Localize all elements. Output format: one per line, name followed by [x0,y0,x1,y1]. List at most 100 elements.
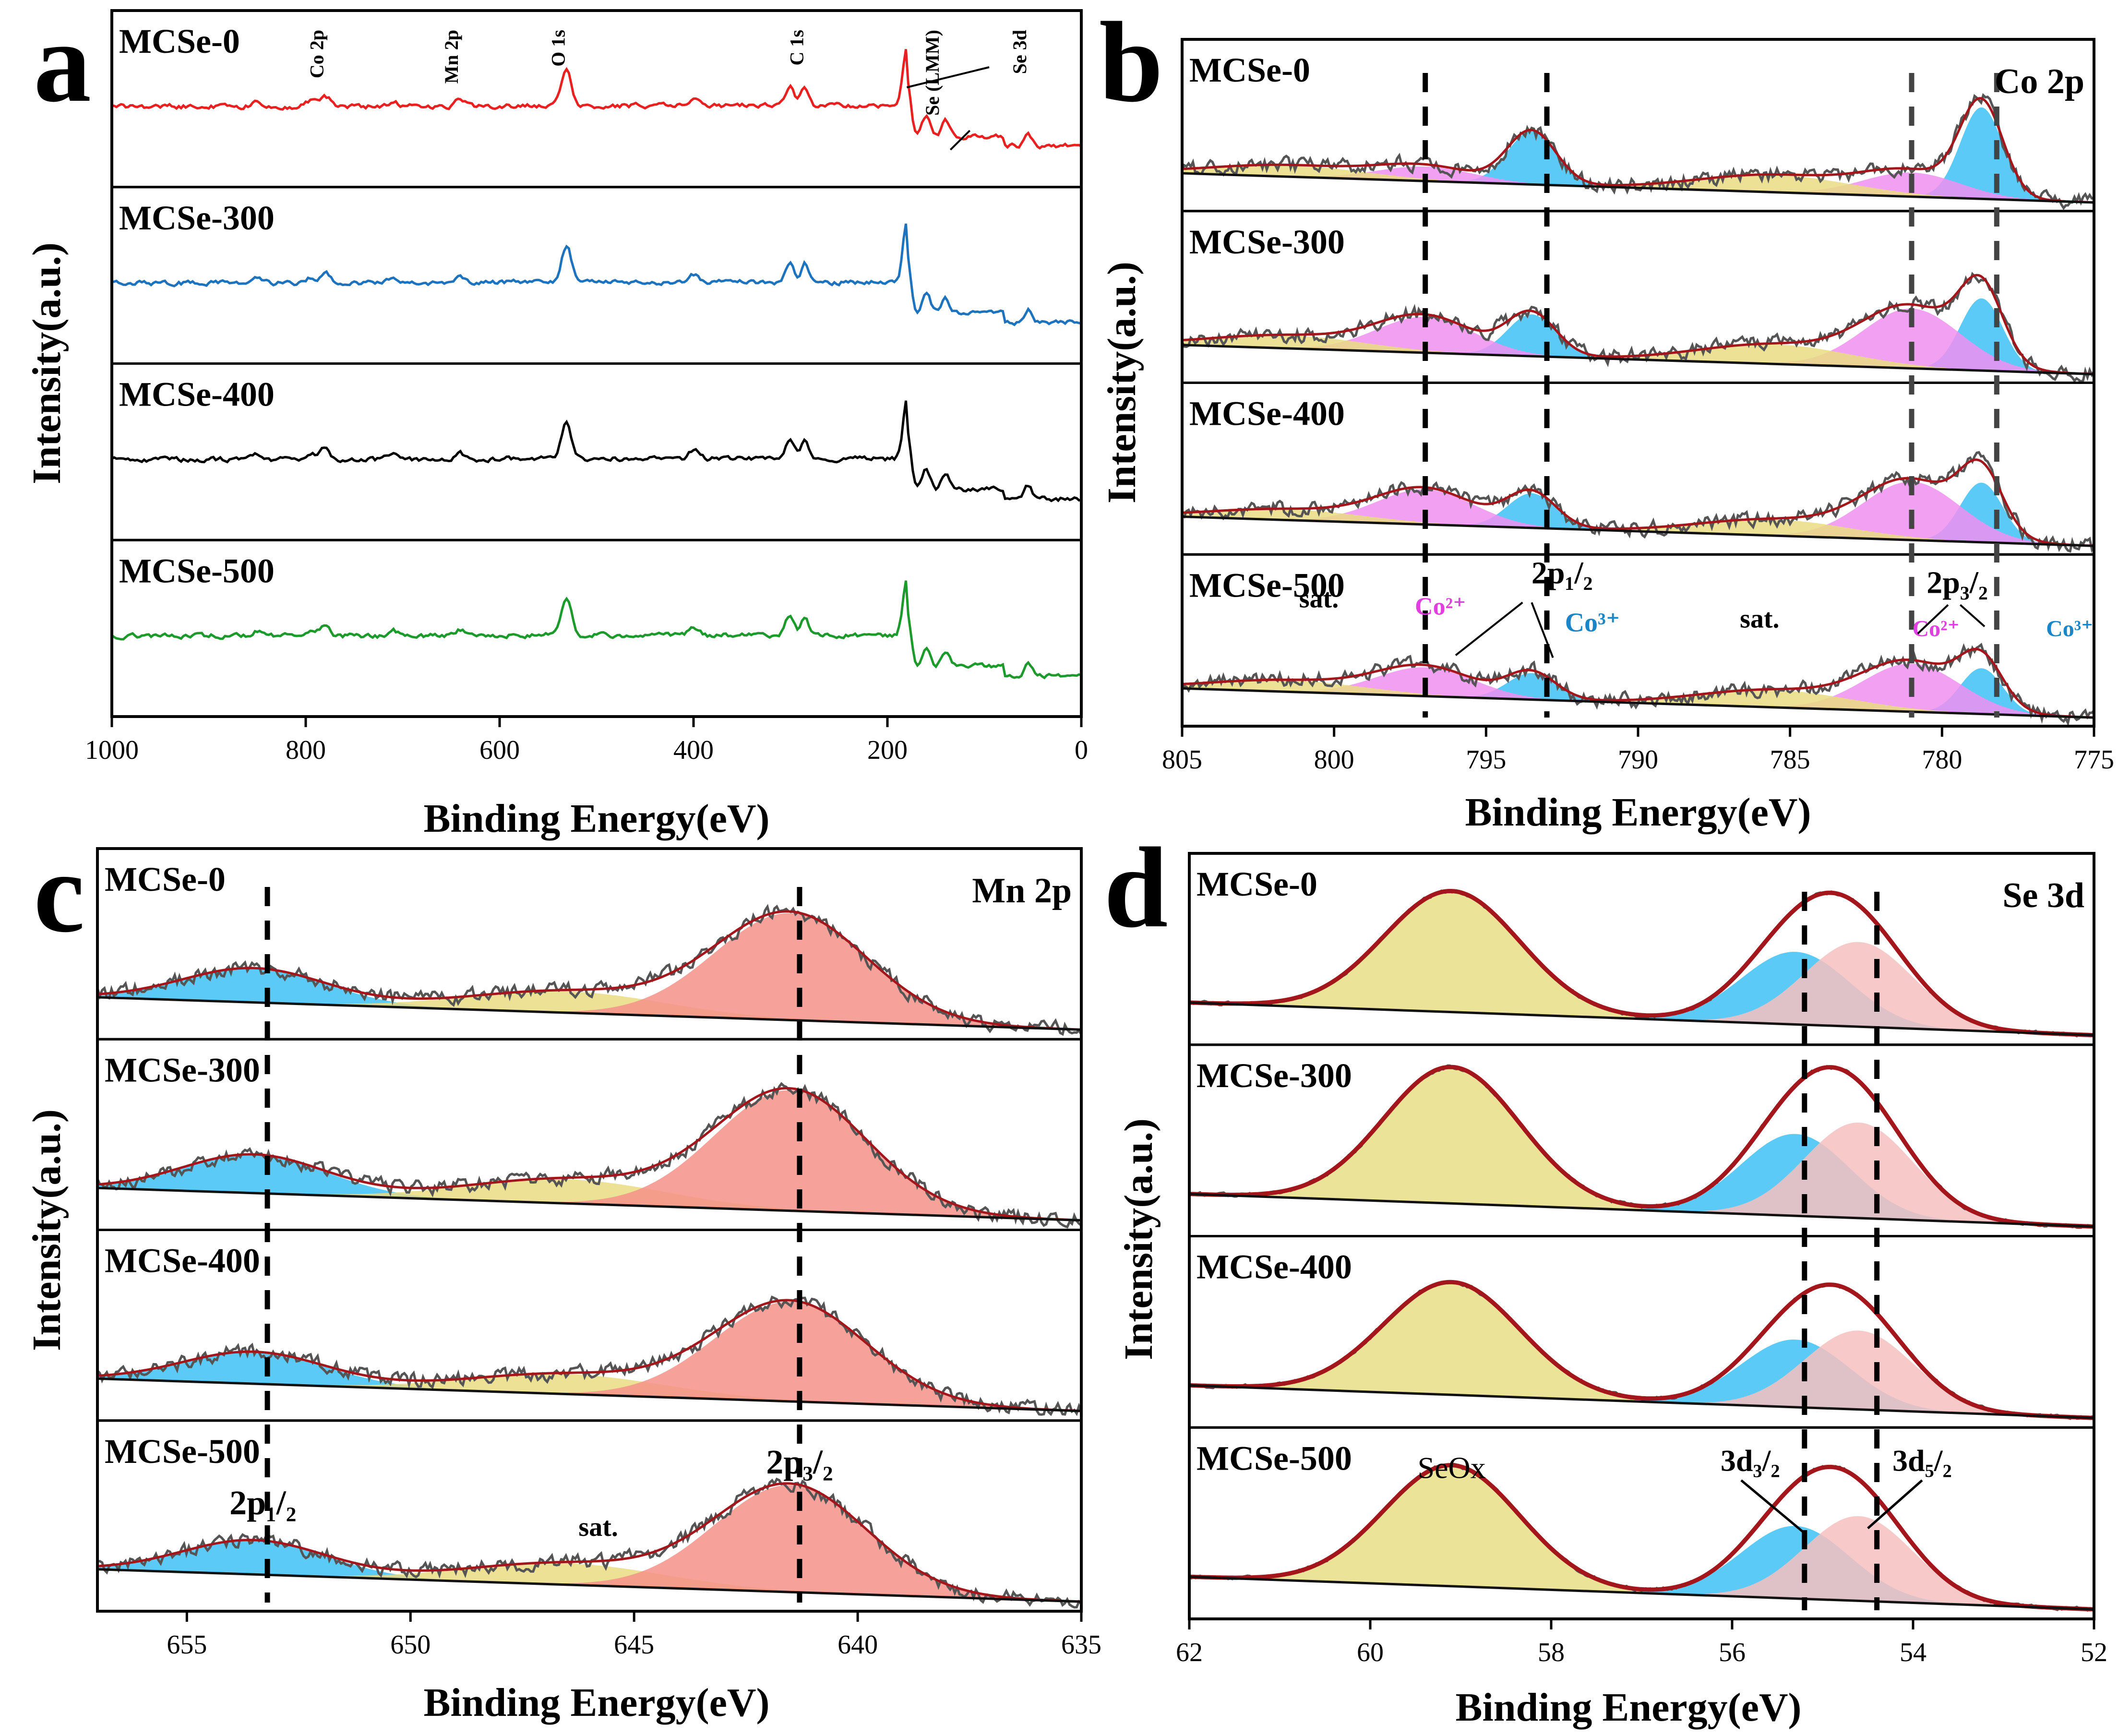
fit-component-Co2 [1182,317,2094,374]
annotation-label: SeOx [1418,1450,1486,1485]
sample-label: MCSe-300 [105,1051,260,1089]
subplot-a-3: MCSe-500 [110,539,1083,718]
sample-label: MCSe-300 [119,199,275,237]
fit-component-3d52 [1189,1122,2094,1227]
annotation-label: 3d₃/₂ [1721,1443,1780,1477]
fit-component-sat [97,1179,1081,1221]
fit-component-SeOx [1189,891,2094,1035]
x-tick-label: 1000 [85,735,139,765]
fit-component-2p32 [97,1485,1081,1602]
subplot-c-2: MCSe-400 [96,1229,1083,1422]
background-line [1182,515,2094,547]
fit-component-2p32 [97,913,1081,1030]
annotation-label: Co²⁺ [1912,616,1959,641]
fit-envelope [97,1087,1082,1221]
panel-frame [1181,38,2095,728]
subplot-a-0: Co 2p Mn 2p O 1s C 1s Se (LMM) Se 3d MCSe-0 [110,9,1083,189]
peak-label: Co 2p [306,30,327,78]
annotation-label: sat. [578,1512,618,1542]
sample-label: MCSe-0 [1197,865,1317,903]
raw-spectrum [96,904,1083,1036]
x-tick-label: 56 [1719,1638,1746,1667]
fit-envelope [1182,458,2094,547]
subplot-b-0: MCSe-0 [1181,38,2095,213]
fit-component-Co2 [1182,167,2094,203]
fit-component-Co2 [1182,667,2094,718]
x-tick-label: 650 [390,1630,431,1660]
peak-label: Se (LMM) [921,30,943,116]
annotation-label: Co³⁺ [2046,616,2093,641]
fit-component-2p12 [97,1540,1081,1602]
background-line [1182,172,2094,204]
background-line [1189,1575,2094,1611]
fit-component-2p12 [97,1154,1081,1221]
subplot-b-2: MCSe-400 [1181,382,2095,556]
sample-label: MCSe-0 [1189,51,1310,89]
x-tick-label: 655 [167,1630,207,1660]
annotation-label: Co³⁺ [1565,608,1620,637]
fit-component-sat [1182,680,2094,718]
background-line [1189,1001,2094,1037]
y-axis-label-c: Intensity(a.u.) [24,1109,69,1351]
subplot-c-1: MCSe-300 [96,1038,1083,1231]
fit-component-3d52 [1189,942,2094,1035]
peak-label: Se 3d [1009,30,1030,74]
sample-label: MCSe-500 [1197,1439,1352,1477]
background-line [1189,1384,2094,1419]
peak-leader-line [949,130,971,151]
x-tick-label: 62 [1176,1638,1203,1667]
peak-leader-line [906,66,990,88]
subplot-d-3: MCSe-500 [1188,1426,2095,1620]
sample-label: MCSe-0 [119,22,240,60]
peak-label: O 1s [547,30,569,67]
sample-label: MCSe-300 [1197,1056,1352,1095]
annotation-arrow [1531,602,1554,658]
fit-component-2p32 [97,1090,1081,1221]
fit-component-SeOx [1189,1067,2094,1227]
background-line [97,1568,1082,1603]
x-tick-label: 800 [1314,745,1354,775]
panel-letter-a: a [34,0,91,126]
fit-component-3d52 [1189,1330,2094,1418]
fit-component-Co3 [1182,107,2094,203]
fit-envelope [1189,888,2094,1038]
fit-envelope [1189,1065,2094,1229]
fit-component-Co2 [1182,489,2094,546]
panel-b: b MCSe-0 MCSe-300 MCSe-400 MCSe-500 Co 2p sat.… [1099,0,2114,835]
fit-component-SeOx [1189,1282,2094,1418]
fit-envelope [1189,1280,2094,1420]
sample-label: MCSe-400 [105,1242,260,1280]
panel-letter-b: b [1099,0,1163,126]
annotation-label: 2p₁/₂ [1532,555,1593,590]
annotation-label: 2p₃/₂ [766,1443,833,1481]
x-tick-label: 58 [1538,1638,1565,1667]
fit-envelope [1189,1463,2094,1612]
x-tick-label: 780 [1922,745,1962,775]
panel-d: d MCSe-0 MCSe-300 MCSe-400 MCSe-500 Se 3d SeOx… [1104,824,2107,1730]
x-tick-label: 0 [1075,735,1088,765]
survey-spectrum-3 [111,580,1082,680]
x-tick-label: 795 [1466,745,1506,775]
fit-envelope [97,910,1082,1031]
annotation-label: 2p₁/₂ [229,1484,296,1522]
x-axis-label-c: Binding Energy(eV) [423,1680,769,1725]
subplot-a-2: MCSe-400 [110,362,1083,541]
x-tick-label: 775 [2074,745,2114,775]
x-tick-label: 805 [1162,745,1202,775]
peak-label: C 1s [786,30,807,65]
fit-envelope [97,1299,1082,1413]
x-tick-label: 600 [479,735,520,765]
survey-spectrum-2 [111,400,1082,503]
background-line [1182,344,2094,376]
subplot-d-1: MCSe-300 [1188,1043,2095,1237]
panel-letter-d: d [1104,824,1168,951]
survey-spectrum-1 [111,223,1082,326]
x-tick-label: 790 [1618,745,1658,775]
annotation-arrow [1740,1479,1806,1534]
sample-label: MCSe-300 [1189,223,1345,261]
fit-envelope [1182,647,2094,719]
sample-label: MCSe-500 [1189,566,1345,604]
y-axis-label-d: Intensity(a.u.) [1116,1118,1161,1360]
sample-label: MCSe-400 [1197,1248,1352,1286]
